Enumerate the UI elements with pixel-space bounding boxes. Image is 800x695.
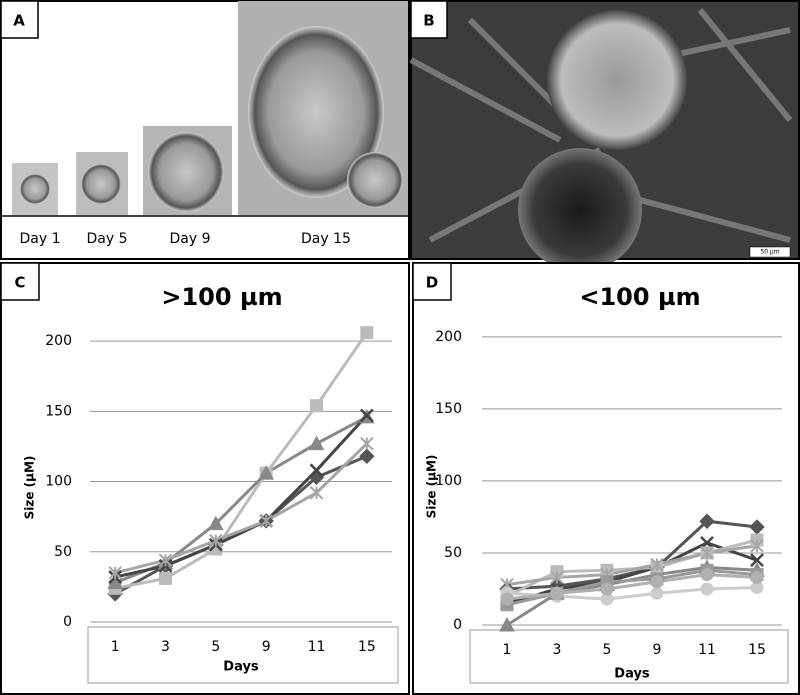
- marker: [750, 539, 764, 553]
- cell: [148, 132, 224, 212]
- cell: [20, 174, 50, 204]
- y-tick-label: 0: [453, 617, 462, 633]
- marker: [700, 546, 714, 560]
- x-tick-label: 1: [503, 642, 512, 658]
- label-box: [412, 262, 452, 301]
- series-line: [114, 331, 369, 590]
- marker: [359, 448, 375, 464]
- panel-label: B: [423, 12, 434, 30]
- day-label: Day 1: [19, 231, 60, 247]
- y-tick-label: 50: [444, 545, 462, 561]
- series-line: [506, 573, 758, 601]
- chart-title: <100 µm: [579, 283, 700, 311]
- y-tick-label: 200: [45, 333, 72, 349]
- y-axis-label: Size (µM): [425, 455, 439, 519]
- marker: [650, 575, 664, 589]
- x-tick-label: 15: [748, 642, 766, 658]
- marker: [650, 586, 664, 600]
- cell: [248, 26, 384, 198]
- marker: [359, 408, 374, 423]
- marker: [750, 553, 764, 568]
- panel-d: [412, 262, 800, 695]
- marker: [500, 592, 514, 606]
- marker: [108, 566, 122, 580]
- x-tick-label: 1: [111, 639, 120, 655]
- series-line: [506, 544, 758, 587]
- marker: [159, 571, 172, 585]
- x-tick-label: 9: [262, 639, 271, 655]
- marker: [550, 570, 564, 585]
- marker: [700, 568, 714, 582]
- chart-title: >100 µm: [161, 283, 282, 311]
- fibroblast: [409, 8, 793, 243]
- marker: [550, 586, 564, 600]
- x-tick-label: 3: [553, 642, 562, 658]
- cell: [81, 164, 121, 204]
- x-tick-label: 9: [653, 642, 662, 658]
- x-tick-label: 11: [698, 642, 716, 658]
- marker: [258, 465, 275, 480]
- day-label: Day 5: [86, 231, 127, 247]
- marker: [207, 515, 224, 531]
- marker: [209, 533, 223, 548]
- label-box: [410, 0, 448, 39]
- x-axis-box: [87, 626, 399, 684]
- spheroid: [518, 148, 642, 272]
- marker: [259, 514, 273, 528]
- marker: [360, 436, 374, 451]
- marker: [309, 486, 324, 500]
- marker: [308, 435, 325, 451]
- marker: [158, 553, 173, 567]
- day-label: Day 15: [301, 231, 351, 247]
- marker: [600, 582, 614, 596]
- scale-label: 50 µm: [760, 249, 779, 256]
- x-tick-label: 5: [211, 639, 220, 655]
- x-tick-label: 11: [308, 639, 326, 655]
- series-line: [506, 541, 758, 605]
- panel-label: A: [13, 12, 25, 30]
- scale-bar: [749, 246, 791, 258]
- y-axis-label: Size (µM): [23, 456, 37, 520]
- series-line: [114, 414, 368, 579]
- panel-label: D: [426, 274, 438, 292]
- y-tick-label: 100: [45, 474, 72, 490]
- x-axis-box: [469, 629, 789, 684]
- marker: [750, 570, 764, 584]
- x-axis-label: Days: [614, 667, 650, 682]
- marker: [700, 582, 714, 596]
- x-tick-label: 3: [161, 639, 170, 655]
- y-tick-label: 150: [435, 401, 462, 417]
- marker: [650, 557, 664, 572]
- y-tick-label: 0: [63, 614, 72, 630]
- marker: [699, 513, 715, 529]
- x-axis-label: Days: [223, 660, 259, 675]
- cell: [347, 152, 403, 208]
- spheroid: [547, 10, 687, 150]
- label-box: [0, 0, 39, 39]
- x-tick-label: 5: [603, 642, 612, 658]
- x-tick-label: 15: [358, 639, 376, 655]
- label-box: [0, 262, 40, 301]
- y-tick-label: 150: [45, 403, 72, 419]
- marker: [499, 616, 515, 632]
- y-tick-label: 100: [435, 473, 462, 489]
- panel-label: C: [14, 274, 25, 292]
- marker: [310, 399, 323, 413]
- day-label: Day 9: [169, 231, 210, 247]
- y-tick-label: 50: [54, 544, 72, 560]
- marker: [309, 463, 324, 478]
- y-tick-label: 200: [435, 329, 462, 345]
- marker: [360, 326, 374, 340]
- series-line: [114, 442, 368, 575]
